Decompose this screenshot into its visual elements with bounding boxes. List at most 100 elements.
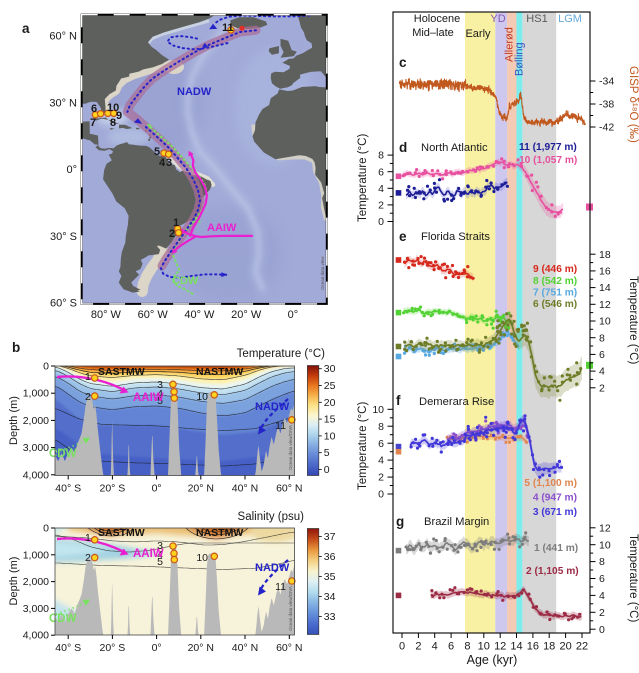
svg-text:8 (542 m): 8 (542 m) [533, 276, 577, 287]
svg-text:SASTMW: SASTMW [98, 366, 145, 378]
svg-text:20: 20 [559, 641, 571, 653]
svg-text:25: 25 [324, 380, 336, 392]
svg-text:10: 10 [478, 641, 490, 653]
svg-text:0: 0 [378, 489, 384, 501]
svg-text:0: 0 [43, 361, 49, 373]
svg-text:3 (671 m): 3 (671 m) [533, 507, 577, 518]
svg-text:40° S: 40° S [55, 483, 81, 495]
svg-text:0: 0 [399, 641, 405, 653]
svg-text:6: 6 [599, 573, 605, 585]
svg-text:0: 0 [43, 523, 49, 535]
svg-text:3,000: 3,000 [23, 603, 49, 615]
svg-text:4,000: 4,000 [23, 630, 49, 642]
svg-text:AAIW: AAIW [133, 392, 164, 404]
svg-text:SASTMW: SASTMW [98, 527, 145, 539]
svg-text:5: 5 [157, 395, 163, 407]
svg-text:CDW: CDW [49, 448, 77, 460]
svg-text:Depth (m): Depth (m) [8, 557, 20, 606]
svg-text:10: 10 [196, 391, 208, 403]
svg-text:14: 14 [510, 641, 522, 653]
svg-text:2: 2 [85, 552, 91, 564]
svg-text:11: 11 [275, 581, 286, 593]
svg-text:6: 6 [599, 349, 605, 361]
svg-text:10: 10 [599, 316, 611, 328]
svg-text:3: 3 [157, 540, 163, 552]
svg-text:10: 10 [372, 404, 384, 416]
svg-text:LGM: LGM [558, 13, 582, 25]
svg-text:0°: 0° [288, 309, 299, 321]
svg-text:1: 1 [85, 371, 91, 383]
svg-text:Ocean data view: Ocean data view [320, 256, 325, 290]
svg-text:5: 5 [324, 447, 330, 459]
svg-text:80° W: 80° W [91, 309, 122, 321]
svg-text:30: 30 [324, 363, 336, 375]
svg-text:20° W: 20° W [231, 309, 262, 321]
svg-text:Holocene: Holocene [414, 13, 460, 25]
svg-text:4 (947 m): 4 (947 m) [533, 493, 577, 504]
svg-text:7: 7 [90, 117, 96, 129]
svg-text:4,000: 4,000 [23, 469, 49, 481]
svg-text:Brazil Margin: Brazil Margin [424, 516, 489, 528]
svg-text:12: 12 [599, 522, 611, 534]
svg-text:30° N: 30° N [49, 97, 77, 109]
svg-text:Florida Straits: Florida Straits [421, 231, 490, 243]
svg-text:5: 5 [154, 146, 160, 158]
svg-text:4: 4 [159, 157, 166, 169]
svg-text:Mid–late: Mid–late [412, 27, 454, 39]
svg-text:NADW: NADW [255, 401, 290, 413]
svg-text:4: 4 [599, 590, 605, 602]
svg-text:10: 10 [599, 539, 611, 551]
svg-text:35: 35 [324, 571, 336, 583]
svg-text:4: 4 [157, 388, 163, 400]
svg-text:b: b [12, 340, 20, 355]
svg-text:11 (1,977 m): 11 (1,977 m) [519, 142, 577, 153]
svg-text:20: 20 [324, 397, 336, 409]
svg-text:e: e [399, 229, 407, 244]
svg-text:Depth (m): Depth (m) [8, 396, 20, 445]
svg-text:Temperature (°C): Temperature (°C) [357, 134, 369, 222]
svg-text:20° N: 20° N [188, 642, 214, 654]
svg-text:4: 4 [599, 366, 605, 378]
svg-text:9 (446 m): 9 (446 m) [533, 264, 577, 275]
svg-text:12: 12 [494, 641, 506, 653]
svg-text:37: 37 [324, 531, 336, 543]
svg-text:Salinity (psu): Salinity (psu) [238, 511, 305, 523]
svg-text:a: a [22, 21, 30, 36]
svg-text:2,000: 2,000 [23, 576, 49, 588]
svg-text:3: 3 [166, 157, 172, 169]
svg-text:Temperature (°C): Temperature (°C) [627, 534, 639, 622]
svg-text:10: 10 [324, 430, 336, 442]
svg-text:11: 11 [275, 420, 286, 432]
svg-text:60° N: 60° N [49, 31, 77, 43]
svg-text:2: 2 [85, 391, 91, 403]
svg-text:4: 4 [378, 455, 384, 467]
svg-text:2: 2 [378, 472, 384, 484]
svg-text:20° N: 20° N [188, 483, 214, 495]
svg-text:8: 8 [464, 641, 470, 653]
svg-text:1 (441 m): 1 (441 m) [534, 543, 578, 554]
svg-text:15: 15 [324, 414, 336, 426]
svg-text:60° W: 60° W [138, 309, 169, 321]
svg-text:g: g [396, 514, 404, 529]
svg-text:Temperature (°C): Temperature (°C) [627, 276, 639, 364]
svg-text:0: 0 [324, 464, 330, 476]
svg-text:1,000: 1,000 [23, 388, 49, 400]
svg-text:11: 11 [222, 22, 234, 34]
svg-text:NASTMW: NASTMW [196, 366, 243, 378]
svg-text:14: 14 [599, 282, 611, 294]
svg-text:AAIW: AAIW [133, 548, 164, 560]
svg-text:YD: YD [490, 13, 505, 25]
svg-text:North Atlantic: North Atlantic [421, 142, 488, 154]
svg-text:40° S: 40° S [55, 642, 81, 654]
svg-text:8: 8 [378, 150, 384, 162]
svg-text:40° W: 40° W [184, 309, 215, 321]
svg-text:60° S: 60° S [50, 298, 77, 310]
svg-text:f: f [396, 393, 401, 408]
svg-text:0: 0 [378, 216, 384, 228]
svg-text:3,000: 3,000 [23, 442, 49, 454]
svg-text:Ocean data view/DIVA: Ocean data view/DIVA [288, 425, 293, 470]
svg-text:18: 18 [543, 641, 555, 653]
svg-text:CDW: CDW [49, 613, 77, 625]
svg-text:CDW: CDW [172, 275, 199, 287]
svg-text:1: 1 [85, 532, 91, 544]
